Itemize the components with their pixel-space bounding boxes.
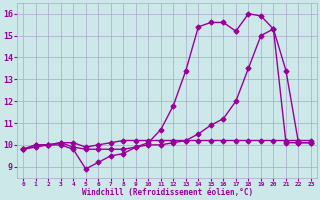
X-axis label: Windchill (Refroidissement éolien,°C): Windchill (Refroidissement éolien,°C)	[82, 188, 253, 197]
